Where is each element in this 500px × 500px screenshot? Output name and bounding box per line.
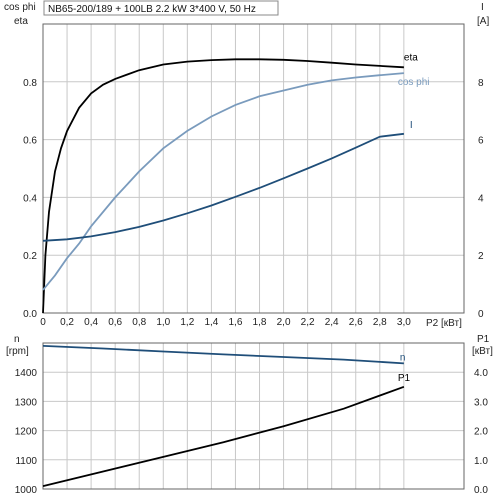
bottom-left-y-tick-label: 1200 (15, 427, 38, 438)
left-y-tick-label: 0.2 (23, 251, 37, 262)
left-axis-title-cosphi: cos phi (4, 2, 36, 13)
series-line-eta (42, 58, 404, 314)
right-y-tick-label: 6 (478, 136, 484, 147)
series-label-cos-phi: cos phi (398, 77, 430, 88)
series-line-p1 (42, 385, 405, 487)
left-axis-title-eta: eta (14, 16, 28, 27)
bottom-right-y-tick-label: 4.0 (474, 368, 488, 379)
series-label-eta: eta (404, 52, 418, 63)
right-y-tick-label: 8 (478, 78, 484, 89)
x-tick-label: 1,6 (229, 317, 243, 328)
series-line-n (42, 345, 404, 365)
x-tick-label: 2,2 (301, 317, 315, 328)
speed-power-panel: n [rpm] P1 [кВт] 1000 1100 1200 1300 1400 0.0… (6, 334, 493, 496)
right-axis-title-unit: [A] (477, 16, 489, 27)
series-label-n: n (400, 352, 406, 363)
chart-title: NB65-200/189 + 100LB 2.2 kW 3*400 V, 50 … (48, 4, 256, 15)
x-tick-label: 1,8 (253, 317, 267, 328)
efficiency-current-panel: NB65-200/189 + 100LB 2.2 kW 3*400 V, 50 … (4, 0, 489, 329)
series-line-cos-phi (42, 72, 404, 291)
right-y-tick-label: 2 (478, 251, 484, 262)
bottom-grid (42, 343, 464, 490)
x-tick-label: 0 (40, 317, 46, 328)
series-line-i (42, 132, 405, 242)
bottom-left-y-tick-label: 1400 (15, 368, 38, 379)
x-tick-label: 2,0 (277, 317, 291, 328)
x-tick-label: 2,4 (325, 317, 339, 328)
x-axis-title: P2 [кВт] (426, 318, 462, 329)
right-y-tick-label: 0 (478, 309, 484, 320)
bottom-left-axis-title-unit: [rpm] (6, 346, 29, 357)
right-y-tick-label: 4 (478, 193, 484, 204)
right-axis-title-i: I (481, 2, 484, 13)
bottom-series-group: n P1 (42, 345, 411, 487)
x-tick-label: 3,0 (397, 317, 411, 328)
series-label-p1: P1 (398, 373, 411, 384)
x-tick-label: 0,2 (60, 317, 74, 328)
bottom-right-y-tick-label: 0.0 (474, 485, 488, 496)
bottom-right-y-tick-label: 2.0 (474, 427, 488, 438)
bottom-left-y-tick-label: 1300 (15, 397, 38, 408)
x-tick-label: 2,6 (349, 317, 363, 328)
x-tick-label: 1,2 (180, 317, 194, 328)
x-tick-label: 2,8 (373, 317, 387, 328)
top-tick-labels: 0 0,2 0,4 0,6 0,8 1,0 1,2 1,4 1,6 1,8 2,0 2,2 2,4 2,6… (23, 78, 484, 328)
x-tick-label: 0,4 (84, 317, 98, 328)
bottom-right-y-tick-label: 3.0 (474, 397, 488, 408)
x-tick-label: 0,8 (132, 317, 146, 328)
x-tick-label: 0,6 (108, 317, 122, 328)
left-y-tick-label: 0.4 (23, 193, 37, 204)
left-y-tick-label: 0.0 (23, 309, 37, 320)
top-series-group: eta cos phi I (42, 52, 430, 314)
left-y-tick-label: 0.8 (23, 78, 37, 89)
top-plot-frame (42, 23, 465, 314)
bottom-right-axis-title-p1: P1 (477, 334, 490, 345)
bottom-tick-labels: 1000 1100 1200 1300 1400 0.0 1.0 2.0 3.0 4.0 (15, 368, 489, 496)
bottom-plot-frame (42, 342, 465, 490)
x-tick-label: 1,0 (156, 317, 170, 328)
left-y-tick-label: 0.6 (23, 136, 37, 147)
title-box (43, 0, 279, 16)
bottom-right-y-tick-label: 1.0 (474, 456, 488, 467)
bottom-left-y-tick-label: 1100 (15, 456, 37, 467)
x-tick-label: 1,4 (204, 317, 218, 328)
series-label-i: I (410, 120, 413, 131)
bottom-left-y-tick-label: 1000 (15, 485, 38, 496)
bottom-right-axis-title-unit: [кВт] (472, 346, 493, 357)
bottom-left-axis-title-n: n (14, 334, 20, 345)
